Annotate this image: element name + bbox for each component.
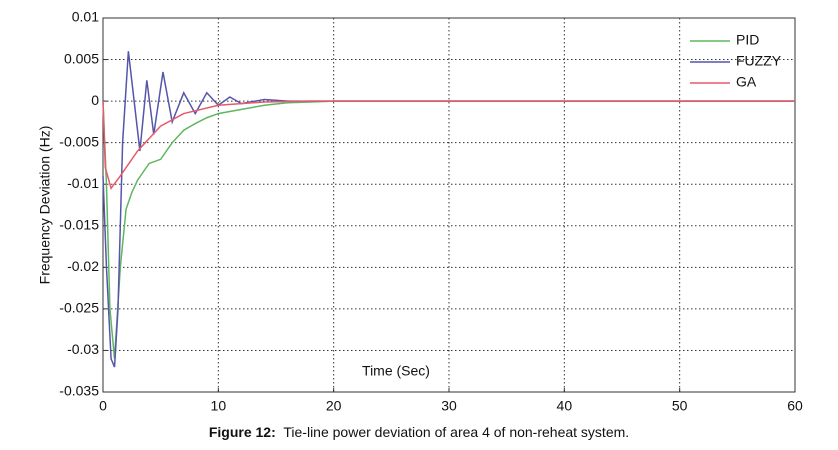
y-tick-label: -0.03	[67, 341, 99, 357]
y-tick-label: -0.035	[59, 383, 99, 399]
plot-frame	[102, 17, 796, 393]
caption-text: Tie-line power deviation of area 4 of no…	[283, 424, 629, 440]
x-tick-label: 20	[326, 398, 342, 414]
y-tick-label: -0.02	[67, 258, 99, 274]
legend-label: GA	[736, 74, 757, 90]
y-tick-label: 0	[91, 92, 99, 108]
line-series	[102, 51, 795, 368]
line-series	[102, 100, 795, 191]
y-axis-label: Frequency Deviation (Hz)	[37, 126, 53, 285]
y-tick-label: -0.015	[59, 216, 99, 232]
y-tick-label: -0.025	[59, 300, 99, 316]
x-tick-label: 10	[211, 398, 227, 414]
x-tick-label: 30	[441, 398, 457, 414]
x-tick-label: 60	[787, 398, 803, 414]
x-axis-label: Time (Sec)	[362, 363, 430, 379]
caption-label: Figure 12:	[209, 424, 276, 440]
y-tick-label: -0.01	[67, 175, 99, 191]
y-tick-label: -0.005	[59, 133, 99, 149]
legend-label: PID	[736, 32, 759, 48]
y-tick-label: 0.01	[72, 9, 99, 25]
y-tick-label: 0.005	[64, 50, 99, 66]
x-tick-label: 40	[557, 398, 573, 414]
legend-label: FUZZY	[736, 53, 782, 69]
x-tick-label: 50	[672, 398, 688, 414]
x-tick-label: 0	[99, 398, 107, 414]
caption: Figure 12: Tie-line power deviation of a…	[209, 424, 629, 440]
